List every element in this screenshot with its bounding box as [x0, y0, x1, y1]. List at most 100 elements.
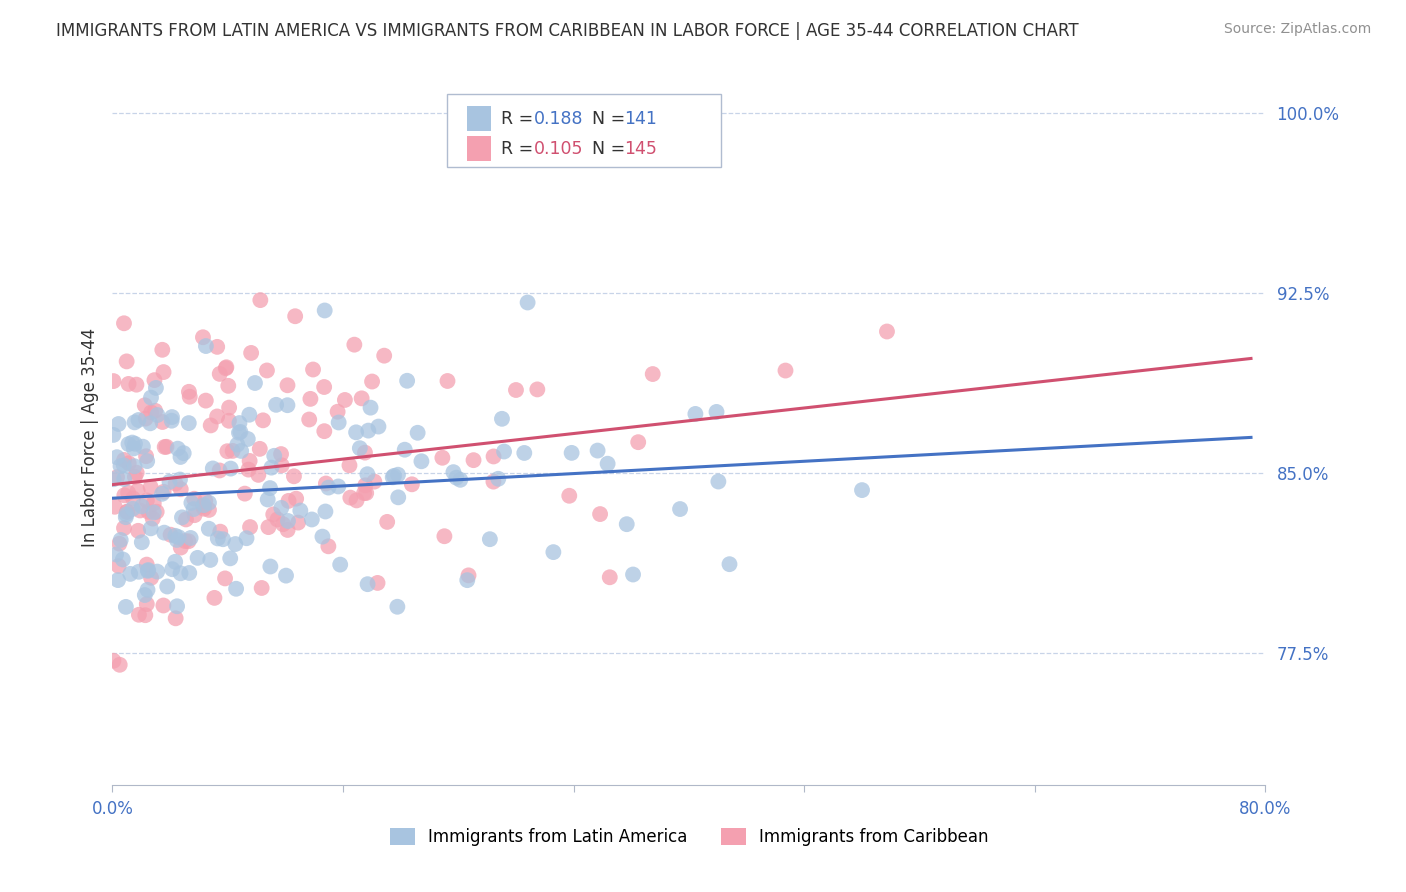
Point: [115, 505, 138, 519]
Point: [219, 461, 242, 475]
Point: [491, 412, 513, 426]
Point: [124, 416, 146, 430]
Point: [218, 401, 240, 415]
Point: [191, 330, 214, 344]
Point: [463, 453, 485, 467]
Point: [513, 446, 536, 460]
Point: [256, 492, 278, 507]
Legend: Immigrants from Latin America, Immigrants from Caribbean: Immigrants from Latin America, Immigrant…: [382, 822, 995, 853]
Point: [122, 491, 145, 506]
Point: [105, 548, 128, 562]
Point: [396, 374, 419, 388]
Point: [103, 374, 125, 388]
Point: [558, 489, 581, 503]
Point: [139, 391, 162, 405]
Point: [314, 424, 336, 438]
Point: [357, 424, 380, 438]
Point: [160, 414, 183, 428]
Point: [159, 475, 181, 489]
Point: [344, 425, 367, 440]
Point: [115, 599, 138, 614]
Point: [218, 414, 240, 428]
Point: [204, 591, 226, 605]
Point: [257, 520, 280, 534]
Point: [131, 535, 153, 549]
Point: [401, 477, 423, 491]
Point: [165, 529, 187, 543]
Point: [621, 567, 644, 582]
Point: [138, 505, 160, 519]
Point: [112, 472, 135, 486]
Point: [194, 393, 217, 408]
Point: [180, 531, 202, 545]
Point: [706, 405, 728, 419]
Point: [328, 416, 350, 430]
Point: [266, 512, 288, 526]
Point: [209, 524, 232, 539]
Point: [315, 476, 337, 491]
Point: [775, 363, 797, 377]
Point: [193, 498, 215, 512]
Point: [276, 398, 298, 412]
Point: [215, 360, 238, 375]
Point: [270, 447, 292, 461]
Point: [586, 443, 609, 458]
Point: [198, 522, 221, 536]
Point: [111, 552, 134, 566]
Point: [108, 536, 131, 550]
Point: [146, 565, 169, 579]
Point: [361, 375, 384, 389]
Point: [456, 573, 478, 587]
Text: N =: N =: [592, 110, 631, 128]
Point: [165, 555, 187, 569]
Point: [287, 516, 309, 530]
Point: [441, 465, 464, 479]
Point: [314, 380, 336, 394]
Point: [139, 480, 162, 494]
Point: [115, 505, 138, 519]
Point: [432, 450, 454, 465]
Point: [187, 550, 209, 565]
Point: [239, 454, 262, 468]
Point: [233, 486, 256, 500]
Point: [354, 478, 377, 492]
Point: [121, 435, 143, 450]
Point: [124, 459, 146, 474]
Point: [179, 566, 201, 580]
Point: [411, 454, 433, 468]
Point: [333, 392, 356, 407]
Point: [207, 532, 229, 546]
Point: [153, 440, 176, 454]
Point: [339, 458, 361, 473]
Text: 141: 141: [624, 110, 657, 128]
Point: [115, 508, 138, 522]
Point: [153, 525, 176, 540]
Point: [851, 483, 873, 497]
Point: [301, 512, 323, 526]
Point: [152, 484, 174, 499]
Point: [482, 450, 505, 464]
Point: [193, 501, 215, 516]
Point: [433, 529, 456, 543]
Point: [112, 458, 135, 473]
Point: [627, 435, 650, 450]
Point: [367, 419, 389, 434]
Point: [599, 570, 621, 584]
Point: [135, 493, 157, 508]
Point: [311, 530, 333, 544]
Point: [112, 316, 135, 330]
Point: [124, 437, 146, 451]
Point: [205, 340, 228, 354]
Point: [143, 373, 166, 387]
Point: [112, 488, 135, 502]
Point: [285, 491, 308, 506]
Point: [298, 412, 321, 426]
Point: [260, 460, 283, 475]
Point: [707, 475, 730, 489]
Point: [349, 441, 371, 455]
Point: [159, 527, 181, 541]
Point: [277, 514, 299, 528]
Point: [120, 566, 142, 581]
Point: [350, 392, 373, 406]
Point: [146, 408, 169, 422]
